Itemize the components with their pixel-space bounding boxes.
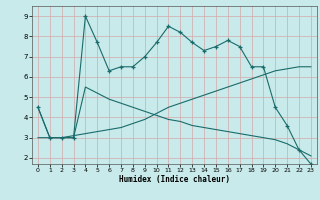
X-axis label: Humidex (Indice chaleur): Humidex (Indice chaleur) xyxy=(119,175,230,184)
